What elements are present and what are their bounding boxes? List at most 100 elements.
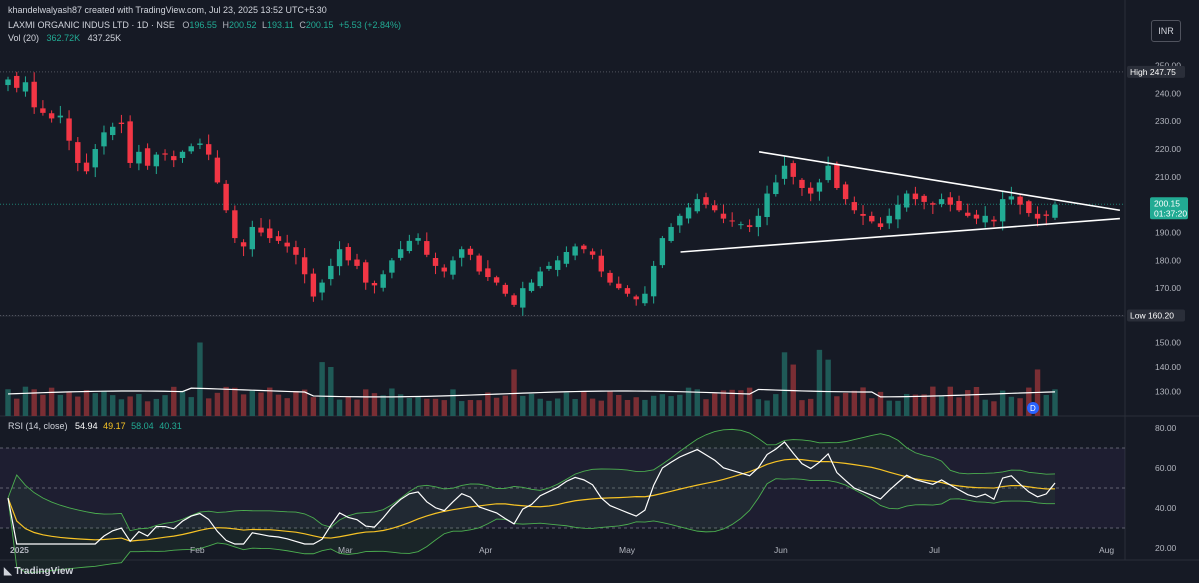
candle	[232, 210, 238, 239]
volume-bar	[293, 391, 299, 416]
candle	[581, 245, 587, 250]
candle	[947, 197, 954, 205]
candle	[860, 213, 866, 216]
candle	[790, 163, 796, 177]
volume-bar	[546, 400, 552, 416]
author-line: khandelwalyash87 created with TradingVie…	[8, 5, 327, 15]
volume-bar	[746, 387, 753, 416]
rsi-legend[interactable]: RSI (14, close) 54.94 49.17 58.04 40.31	[8, 421, 182, 431]
volume-bar	[493, 397, 500, 416]
symbol-legend[interactable]: LAXMI ORGANIC INDUS LTD · 1D · NSE O196.…	[8, 20, 401, 30]
volume-bar	[14, 398, 20, 416]
candle	[109, 126, 116, 136]
volume-bar	[301, 389, 308, 416]
rsi-lower-band-value: 40.31	[159, 421, 182, 431]
candle	[642, 293, 648, 304]
volume-bar	[118, 399, 125, 416]
volume-bar	[380, 395, 386, 416]
candle	[441, 267, 447, 272]
event-marker-label: D	[1030, 404, 1036, 413]
volume-bar	[895, 400, 901, 416]
volume-bar	[677, 394, 683, 416]
candle	[5, 79, 11, 86]
volume-bar	[83, 390, 90, 416]
candle	[607, 272, 613, 283]
volume-bar	[642, 399, 648, 416]
rsi-axis-label: 20.00	[1155, 543, 1177, 553]
volume-label: Vol (20)	[8, 33, 40, 43]
volume-bar	[467, 400, 474, 416]
price-axis-label: 210.00	[1155, 172, 1181, 182]
price-axis-label: 180.00	[1155, 255, 1181, 265]
volume-bar	[511, 369, 517, 416]
candle	[973, 214, 980, 219]
candle	[476, 255, 482, 272]
candle	[144, 148, 151, 166]
volume-bar	[101, 391, 107, 416]
volume-bar	[136, 394, 142, 416]
volume-axis-label: 130.00	[1155, 387, 1181, 397]
tradingview-logo[interactable]: ◣ TradingView	[4, 566, 73, 577]
volume-bar	[773, 394, 779, 416]
candle	[712, 205, 718, 211]
volume-bar	[1017, 398, 1023, 416]
low-value: 193.11	[267, 20, 294, 30]
volume-bar	[66, 391, 72, 416]
volume-bar	[249, 390, 256, 416]
volume-bar	[240, 394, 247, 416]
candle	[685, 207, 692, 219]
volume-bar	[816, 349, 823, 416]
candle	[319, 282, 325, 293]
candle	[485, 268, 491, 278]
high-value: 200.52	[228, 20, 257, 30]
rsi-axis-label: 80.00	[1155, 423, 1177, 433]
volume-bar	[598, 400, 605, 416]
candle	[118, 122, 125, 124]
low-price-tag: Low 160.20	[1127, 309, 1185, 322]
svg-text:High 247.75: High 247.75	[1130, 67, 1176, 77]
candle	[991, 219, 997, 222]
volume-axis-label: 150.00	[1155, 338, 1181, 348]
time-axis-label: Jun	[774, 545, 788, 555]
rsi-upper-band-value: 58.04	[131, 421, 154, 431]
volume-bar	[171, 386, 177, 416]
candle	[284, 242, 290, 247]
candle	[624, 288, 631, 294]
price-axis-label: 250.00	[1155, 61, 1181, 71]
volume-bar	[92, 393, 98, 416]
currency-button[interactable]: INR	[1151, 20, 1181, 42]
candle	[205, 144, 212, 155]
volume-bar	[389, 388, 395, 416]
candle	[755, 215, 762, 228]
volume-bar	[75, 396, 81, 416]
volume-bar	[371, 393, 378, 416]
volume-bar	[965, 390, 971, 416]
volume-bar	[755, 399, 762, 416]
candle	[345, 246, 351, 261]
volume-bar	[153, 398, 160, 416]
volume-bar	[406, 397, 413, 416]
candle	[83, 162, 90, 172]
volume-bar	[354, 399, 360, 416]
volume-ma-line	[7, 387, 1056, 398]
candle	[886, 215, 892, 224]
rsi-value: 54.94	[75, 421, 98, 431]
volume-bar	[450, 389, 456, 416]
price-axis-label: 190.00	[1155, 228, 1181, 238]
volume-bar	[205, 398, 212, 416]
candle	[467, 248, 474, 255]
rsi-lower-band	[7, 478, 1056, 573]
volume-bar	[485, 392, 491, 416]
volume-bar	[275, 394, 282, 416]
candle	[773, 182, 779, 195]
volume-legend[interactable]: Vol (20) 362.72K 437.25K	[8, 33, 121, 43]
volume-bar	[616, 394, 622, 416]
candle	[1043, 214, 1049, 216]
event-marker: D	[1027, 402, 1039, 414]
close-label: C	[299, 20, 306, 30]
candle	[162, 153, 168, 155]
tradingview-logo-icon: ◣	[4, 566, 12, 577]
volume-bar	[232, 387, 238, 416]
volume-bar	[930, 386, 936, 416]
